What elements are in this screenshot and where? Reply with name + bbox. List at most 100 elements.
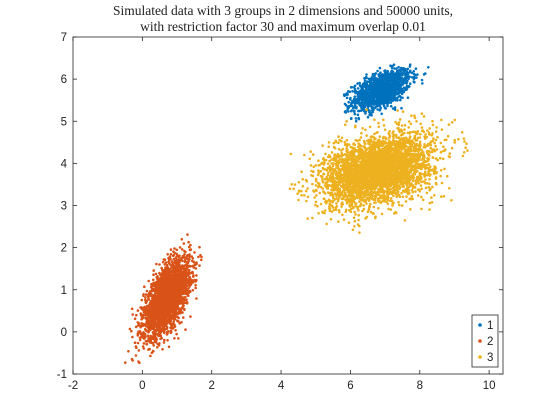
series-1-point	[412, 72, 416, 76]
series-1-point	[357, 109, 360, 113]
series-3-point	[428, 127, 432, 130]
series-3-point	[293, 183, 297, 186]
series-2-point	[164, 277, 167, 280]
series-2-point	[175, 300, 178, 304]
series-3-point	[423, 170, 427, 174]
series-1-point	[366, 83, 369, 87]
series-2-point	[145, 289, 149, 293]
series-2-point	[191, 271, 194, 275]
series-1-point	[383, 85, 387, 89]
series-2-point	[156, 323, 159, 326]
series-1-point	[403, 68, 407, 72]
series-1-point	[385, 72, 388, 75]
series-1-point	[420, 78, 424, 82]
series-1-point	[388, 92, 391, 95]
series-1-point	[390, 69, 394, 72]
series-3-point	[303, 194, 306, 197]
series-2-point	[175, 248, 179, 252]
series-2-point	[135, 346, 138, 350]
series-2-point	[187, 240, 190, 244]
series-2-point	[147, 293, 151, 297]
series-2-point	[175, 332, 178, 336]
series-2-point	[166, 253, 169, 256]
series-2-point	[139, 312, 143, 315]
series-1-point	[387, 82, 391, 86]
series-3-point	[389, 197, 393, 200]
series-2-point	[146, 318, 150, 322]
series-2-point	[187, 271, 190, 274]
series-1-point	[359, 96, 363, 100]
series-2-point	[179, 266, 182, 269]
series-1-point	[368, 113, 372, 117]
series-1-point	[368, 109, 371, 112]
series-3-point	[311, 216, 314, 220]
series-1-point	[376, 108, 379, 111]
series-2-point	[149, 321, 152, 325]
series-2-point	[154, 332, 157, 335]
series-2-point	[182, 300, 186, 303]
series-2-point	[183, 249, 186, 253]
series-1-point	[382, 89, 385, 92]
series-2-point	[158, 301, 162, 305]
series-3-point	[329, 217, 333, 221]
series-1-point	[354, 117, 358, 120]
series-2-point	[147, 315, 150, 319]
series-2-point	[161, 348, 164, 351]
series-3-point	[442, 145, 445, 148]
series-1-point	[350, 109, 353, 113]
series-1-point	[380, 102, 384, 105]
series-2-point	[168, 262, 171, 265]
series-1-point	[373, 84, 376, 88]
series-2-point	[163, 300, 166, 303]
series-2-point	[181, 264, 185, 268]
series-2-point	[150, 341, 153, 345]
series-2-point	[182, 279, 186, 283]
series-2-point	[197, 255, 200, 259]
series-2-point	[152, 344, 155, 347]
series-2-point	[162, 290, 166, 294]
series-2-point	[183, 256, 186, 259]
series-3-point	[361, 127, 364, 130]
series-2-point	[178, 287, 182, 290]
series-2-point	[161, 260, 165, 264]
series-2-point	[156, 277, 160, 281]
series-2-point	[173, 337, 176, 340]
series-2-point	[152, 311, 156, 315]
series-1-point	[410, 76, 414, 79]
series-1-point	[421, 82, 424, 85]
series-1-point	[389, 73, 393, 76]
series-1-point	[399, 98, 402, 102]
series-2-point	[183, 284, 187, 287]
series-2-point	[167, 345, 171, 349]
series-2-point	[139, 324, 143, 328]
series-1-point	[367, 95, 371, 99]
series-3-point	[323, 209, 327, 212]
series-3-point	[413, 114, 416, 117]
series-1-point	[400, 71, 404, 75]
series-2-point	[180, 257, 183, 260]
series-2-point	[152, 269, 155, 272]
series-1-point	[365, 73, 368, 76]
series-2-point	[177, 320, 180, 323]
series-2-point	[159, 273, 162, 277]
series-1-point	[399, 84, 403, 87]
series-2-point	[177, 337, 180, 340]
series-2-point	[186, 254, 189, 258]
series-2-point	[166, 305, 169, 309]
series-2-point	[156, 346, 159, 349]
series-2-point	[186, 257, 190, 261]
series-1-point	[359, 90, 363, 93]
series-2-point	[173, 260, 176, 264]
series-2-point	[181, 288, 185, 292]
series-1-point	[375, 104, 379, 108]
series-2-point	[182, 316, 185, 319]
series-2-point	[159, 337, 162, 341]
series-2-point	[160, 290, 163, 294]
series-2-point	[179, 289, 182, 292]
series-1-point	[389, 104, 393, 108]
series-1-point	[397, 75, 400, 78]
series-1-point	[416, 73, 419, 76]
series-1-point	[371, 72, 375, 76]
series-2-point	[128, 327, 132, 331]
series-2-point	[138, 361, 141, 365]
